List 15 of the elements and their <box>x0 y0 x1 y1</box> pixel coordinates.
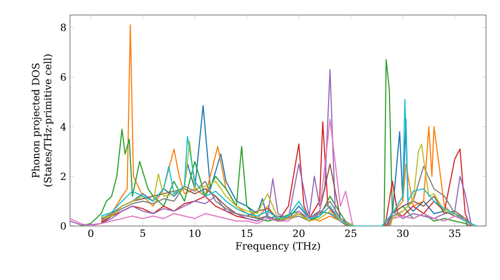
y-tick-label: 2 <box>60 172 66 180</box>
y-tick-label: 8 <box>60 24 66 32</box>
x-tick-label: 15 <box>242 230 252 238</box>
y-tick-label: 4 <box>60 123 66 130</box>
x-tick-label: 30 <box>397 230 408 238</box>
x-tick-label: 0 <box>88 230 94 238</box>
y-tick-label: 6 <box>60 73 66 81</box>
y-tick-label: 0 <box>60 222 66 230</box>
x-tick-label: 25 <box>345 230 356 238</box>
x-tick-label: 35 <box>449 230 460 238</box>
x-tick-label: 20 <box>293 230 304 238</box>
x-tick-label: 5 <box>140 230 146 237</box>
x-tick-label: 10 <box>190 230 200 238</box>
x-axis-title: Frequency (THz) <box>236 242 320 252</box>
y-axis-title: Phonon projected DOS (States/THz·primitive cell) <box>32 54 54 186</box>
